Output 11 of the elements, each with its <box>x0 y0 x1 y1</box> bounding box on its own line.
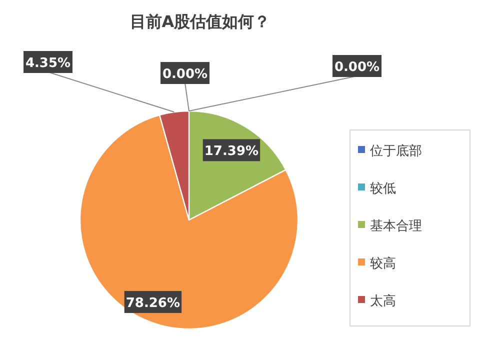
data-label: 17.39% <box>204 144 259 160</box>
data-label: 78.26% <box>126 296 180 311</box>
legend-label: 太高 <box>370 293 396 309</box>
data-label: 4.35% <box>25 56 71 71</box>
text: 0.00% <box>334 60 380 75</box>
legend-label: 位于底部 <box>370 144 422 159</box>
text: 0.00% <box>162 67 208 82</box>
legend-label: 较高 <box>370 256 396 272</box>
legend-label: 较低 <box>370 182 396 196</box>
legend-label: 基本合理 <box>370 219 422 234</box>
chart-title: 目前A股估值如何？ <box>130 12 270 31</box>
